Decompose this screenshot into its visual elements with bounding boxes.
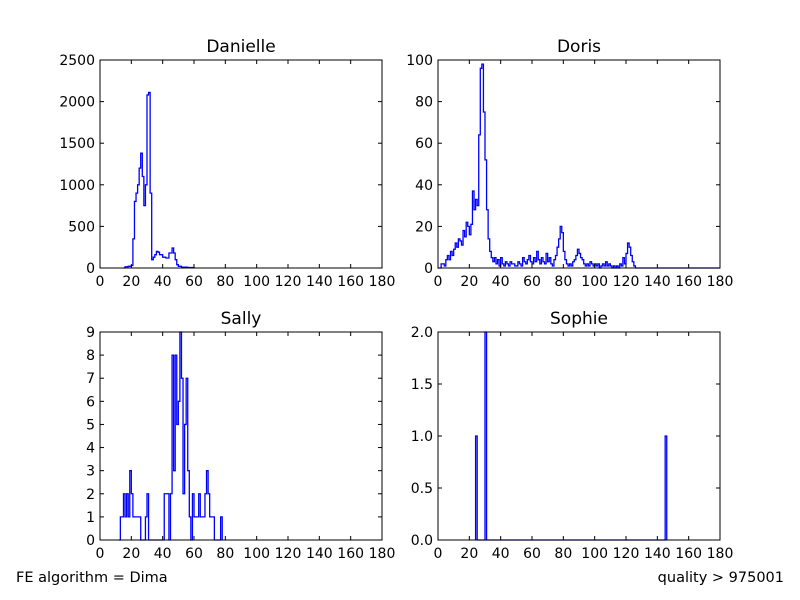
axes-frame [99,331,383,541]
y-tick-label: 1.0 [411,429,433,445]
x-tick-label: 60 [523,546,541,562]
x-tick-label: 20 [122,274,140,290]
y-tick-label: 80 [415,95,433,111]
x-tick-label: 100 [581,274,608,290]
subplot-danielle: Danielle 0 20 40 60 80 100 120 140 160 180 0 500 1000… [59,37,395,290]
subplot-doris: Doris 0 20 40 60 80 100 120 140 160 180 0 20 40 60 80 10… [406,37,733,290]
x-tick-label: 140 [644,546,671,562]
x-tick-label: 40 [492,274,510,290]
x-tick-label: 40 [492,546,510,562]
y-tick-label: 2 [86,487,95,503]
x-tick-label: 80 [554,274,572,290]
x-tick-label: 60 [185,546,203,562]
histogram-series-sophie [474,331,668,541]
y-tick-label: 9 [86,325,95,341]
x-tick-label: 140 [306,274,333,290]
x-tick-label: 160 [675,546,702,562]
histogram-series-sally [118,331,223,541]
y-tick-label: 3 [86,464,95,480]
axes-frame [99,59,383,269]
x-tick-label: 80 [216,546,234,562]
x-tick-label: 40 [154,274,172,290]
y-tick-label: 500 [68,219,95,235]
y-tick-label: 100 [406,53,433,69]
x-tick-label: 180 [369,274,396,290]
x-tick-label: 120 [275,546,302,562]
subplot-sophie: Sophie 0 20 40 60 80 100 120 140 160 180 0.0 0.5 1.0 1… [411,309,734,562]
x-tick-label: 180 [707,546,734,562]
axes-frame [437,331,721,541]
x-tick-label: 140 [306,546,333,562]
footer-right-label: quality > 975001 [657,570,784,586]
x-tick-label: 20 [122,546,140,562]
x-tick-label: 160 [337,274,364,290]
y-tick-label: 6 [86,394,95,410]
x-tick-label: 140 [644,274,671,290]
y-tick-label: 1.5 [411,377,433,393]
x-tick-label: 40 [154,546,172,562]
y-tick-label: 2.0 [411,325,433,341]
y-tick-label: 0 [86,533,95,549]
subplot-title: Sophie [550,309,608,329]
y-tick-label: 0.5 [411,481,433,497]
y-tick-label: 60 [415,136,433,152]
x-tick-label: 160 [337,546,364,562]
x-tick-label: 0 [434,546,443,562]
subplot-title: Sally [221,309,262,329]
histogram-series-doris [438,63,720,269]
y-tick-label: 1500 [59,136,95,152]
x-tick-label: 120 [613,274,640,290]
x-tick-label: 80 [554,546,572,562]
x-tick-label: 20 [460,274,478,290]
x-tick-label: 160 [675,274,702,290]
subplot-title: Doris [557,37,601,57]
y-tick-label: 20 [415,219,433,235]
y-tick-label: 0 [424,261,433,277]
x-tick-label: 100 [243,546,270,562]
x-tick-label: 0 [96,274,105,290]
histogram-series-danielle [123,91,195,269]
x-tick-label: 60 [185,274,203,290]
x-tick-label: 0 [434,274,443,290]
y-tick-label: 7 [86,371,95,387]
x-tick-label: 120 [275,274,302,290]
x-tick-label: 80 [216,274,234,290]
y-tick-label: 2500 [59,53,95,69]
x-tick-label: 0 [96,546,105,562]
x-tick-label: 180 [707,274,734,290]
x-tick-label: 100 [243,274,270,290]
x-tick-label: 100 [581,546,608,562]
y-tick-label: 1 [86,510,95,526]
y-tick-label: 4 [86,441,95,457]
y-tick-label: 2000 [59,95,95,111]
y-tick-label: 0.0 [411,533,433,549]
x-tick-label: 60 [523,274,541,290]
x-tick-label: 120 [613,546,640,562]
subplot-sally: Sally 0 20 40 60 80 100 120 140 160 180 0 1 2 3 4 5 6 7 8 9 [86,309,395,562]
x-tick-label: 20 [460,546,478,562]
footer-left-label: FE algorithm = Dima [16,570,168,586]
y-tick-label: 40 [415,178,433,194]
x-tick-label: 180 [369,546,396,562]
y-tick-label: 5 [86,417,95,433]
y-tick-label: 1000 [59,178,95,194]
axes-frame [437,59,721,269]
y-tick-label: 8 [86,348,95,364]
subplot-title: Danielle [206,37,275,57]
y-tick-label: 0 [86,261,95,277]
